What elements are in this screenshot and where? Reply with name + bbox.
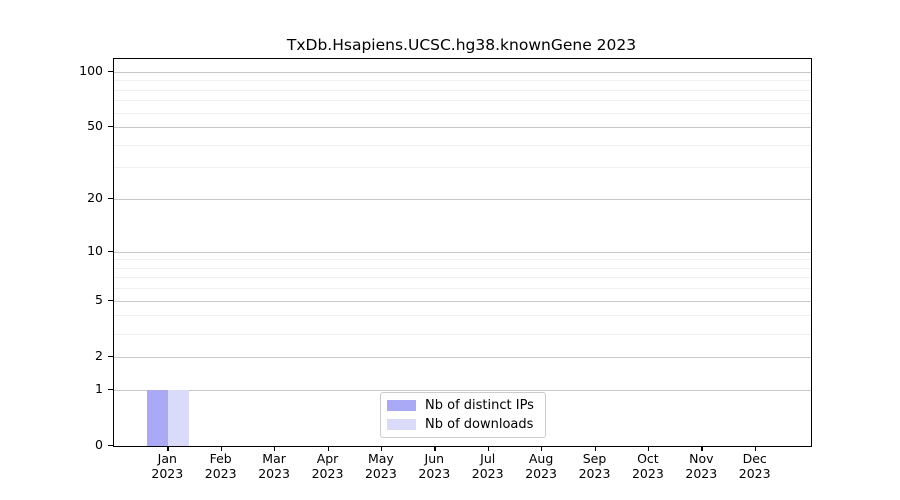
x-tick-year: 2023 bbox=[738, 466, 771, 481]
x-tick-aug-2023 bbox=[541, 446, 543, 451]
x-tick-month: Jul bbox=[480, 451, 496, 466]
legend: Nb of distinct IPs Nb of downloads bbox=[380, 392, 546, 438]
x-tick-year: 2023 bbox=[151, 466, 184, 481]
y-tick-5 bbox=[108, 299, 113, 302]
gridline-20 bbox=[114, 199, 811, 200]
gridline-minor-90 bbox=[114, 80, 811, 82]
x-tick-label-mar-2023: Mar 2023 bbox=[239, 451, 309, 481]
gridline-minor-40 bbox=[114, 144, 811, 146]
x-tick-label-jan-2023: Jan 2023 bbox=[132, 451, 202, 481]
bar-downloads-jan-2023 bbox=[168, 389, 190, 446]
x-tick-month: Jan bbox=[157, 451, 177, 466]
gridline-100 bbox=[114, 71, 811, 73]
gridline-minor-30 bbox=[114, 167, 811, 169]
gridline-minor-60 bbox=[114, 112, 811, 114]
x-tick-year: 2023 bbox=[471, 466, 504, 481]
y-tick-50 bbox=[108, 126, 113, 128]
gridline-minor-9 bbox=[114, 259, 811, 261]
x-tick-month: Jun bbox=[424, 451, 445, 466]
x-tick-month: Feb bbox=[209, 451, 232, 466]
bar-distinct-ips-jan-2023 bbox=[147, 389, 169, 446]
x-tick-label-jun-2023: Jun 2023 bbox=[399, 451, 469, 481]
x-tick-oct-2023 bbox=[647, 446, 650, 451]
x-tick-label-dec-2023: Dec 2023 bbox=[720, 451, 790, 481]
x-tick-month: Oct bbox=[637, 451, 659, 466]
y-tick-label-1: 1 bbox=[95, 380, 103, 396]
y-tick-20 bbox=[108, 198, 113, 200]
x-tick-feb-2023 bbox=[220, 446, 223, 451]
y-tick-0 bbox=[108, 445, 113, 447]
y-tick-100 bbox=[108, 70, 113, 72]
x-tick-label-apr-2023: Apr 2023 bbox=[293, 451, 363, 481]
x-tick-label-nov-2023: Nov 2023 bbox=[666, 451, 736, 481]
x-tick-year: 2023 bbox=[578, 466, 611, 481]
x-tick-year: 2023 bbox=[258, 466, 290, 481]
gridline-10 bbox=[114, 251, 811, 253]
x-tick-year: 2023 bbox=[311, 466, 344, 481]
x-tick-month: Sep bbox=[582, 451, 607, 466]
x-tick-label-aug-2023: Aug 2023 bbox=[506, 451, 576, 481]
gridline-minor-6 bbox=[114, 288, 811, 290]
gridline-5 bbox=[114, 300, 811, 302]
gridline-2 bbox=[114, 356, 811, 358]
legend-swatch-downloads-icon bbox=[387, 419, 416, 430]
x-tick-jun-2023 bbox=[434, 446, 436, 451]
y-tick-label-20: 20 bbox=[87, 190, 103, 205]
x-tick-month: Dec bbox=[742, 451, 767, 466]
y-tick-1 bbox=[108, 388, 113, 391]
gridline-minor-3 bbox=[114, 333, 811, 335]
y-tick-2 bbox=[108, 355, 113, 358]
gridline-1 bbox=[114, 389, 811, 391]
x-tick-may-2023 bbox=[380, 446, 383, 451]
x-tick-year: 2023 bbox=[631, 466, 664, 481]
x-tick-year: 2023 bbox=[364, 466, 397, 481]
x-tick-label-sep-2023: Sep 2023 bbox=[560, 451, 630, 481]
x-tick-year: 2023 bbox=[418, 466, 451, 481]
x-tick-year: 2023 bbox=[525, 466, 557, 481]
y-tick-label-2: 2 bbox=[95, 347, 103, 363]
gridline-minor-8 bbox=[114, 267, 811, 269]
x-tick-label-may-2023: May 2023 bbox=[346, 451, 416, 481]
gridline-minor-80 bbox=[114, 89, 811, 91]
x-tick-month: Nov bbox=[689, 451, 714, 466]
y-tick-label-50: 50 bbox=[87, 118, 103, 133]
legend-item-distinct-ips: Nb of distinct IPs bbox=[387, 398, 537, 413]
x-tick-year: 2023 bbox=[204, 466, 237, 481]
y-tick-label-0: 0 bbox=[95, 437, 103, 452]
x-tick-apr-2023 bbox=[327, 446, 329, 451]
chart-title: TxDb.Hsapiens.UCSC.hg38.knownGene 2023 bbox=[286, 36, 637, 54]
x-tick-label-jul-2023: Jul 2023 bbox=[453, 451, 523, 481]
x-tick-month: May bbox=[367, 451, 394, 466]
x-tick-month: Mar bbox=[262, 451, 286, 466]
x-tick-label-feb-2023: Feb 2023 bbox=[186, 451, 256, 481]
legend-label-distinct-ips: Nb of distinct IPs bbox=[425, 398, 534, 413]
legend-item-downloads: Nb of downloads bbox=[387, 417, 537, 432]
x-tick-jan-2023 bbox=[167, 446, 169, 451]
x-tick-month: Apr bbox=[316, 451, 339, 466]
x-tick-nov-2023 bbox=[701, 446, 703, 451]
legend-swatch-distinct-ips-icon bbox=[387, 400, 416, 411]
x-tick-month: Aug bbox=[528, 451, 554, 466]
y-tick-label-100: 100 bbox=[79, 62, 103, 78]
gridline-minor-4 bbox=[114, 315, 811, 317]
x-tick-year: 2023 bbox=[685, 466, 718, 481]
x-tick-label-oct-2023: Oct 2023 bbox=[613, 451, 683, 481]
y-tick-label-10: 10 bbox=[87, 242, 103, 258]
legend-label-downloads: Nb of downloads bbox=[425, 417, 534, 432]
x-tick-jul-2023 bbox=[487, 446, 490, 451]
gridline-50 bbox=[114, 127, 811, 128]
gridline-minor-7 bbox=[114, 277, 811, 279]
x-tick-mar-2023 bbox=[274, 446, 276, 451]
plot-area: Nb of distinct IPs Nb of downloads bbox=[113, 58, 812, 447]
x-tick-dec-2023 bbox=[754, 446, 757, 451]
gridline-minor-70 bbox=[114, 100, 811, 102]
y-tick-10 bbox=[108, 250, 113, 252]
y-tick-label-5: 5 bbox=[95, 291, 103, 307]
x-tick-sep-2023 bbox=[594, 446, 596, 451]
